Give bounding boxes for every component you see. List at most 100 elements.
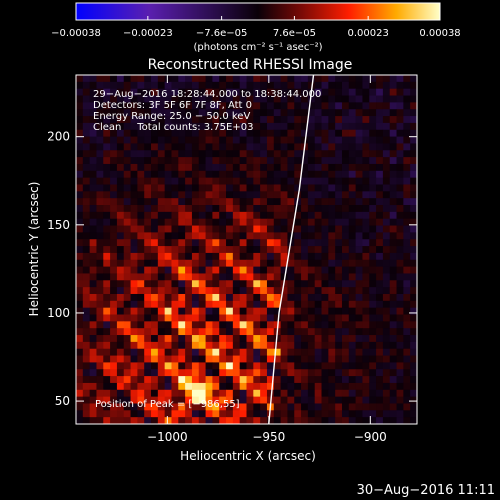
heatmap-cell <box>280 259 288 267</box>
heatmap-cell <box>321 239 329 247</box>
heatmap-cell <box>335 314 343 322</box>
heatmap-cell <box>321 280 329 288</box>
heatmap-cell <box>266 102 275 110</box>
heatmap-cell <box>226 293 234 302</box>
heatmap-cell <box>144 355 152 363</box>
heatmap-cell <box>382 307 391 315</box>
heatmap-cell <box>287 300 295 309</box>
heatmap-cell <box>341 362 350 370</box>
heatmap-cell <box>341 75 350 83</box>
heatmap-cell <box>362 75 370 83</box>
heatmap-cell <box>273 81 281 90</box>
heatmap-cell <box>376 246 384 254</box>
heatmap-cell <box>205 157 213 165</box>
heatmap-cell <box>157 355 166 363</box>
heatmap-cell <box>89 170 97 179</box>
heatmap-cell <box>260 88 268 96</box>
heatmap-cell <box>82 328 91 336</box>
heatmap-cell <box>369 293 377 302</box>
heatmap-cell <box>219 328 227 336</box>
heatmap-cell <box>185 417 193 424</box>
heatmap-cell <box>348 109 357 117</box>
heatmap-cell <box>253 252 261 261</box>
heatmap-cell <box>246 122 254 131</box>
heatmap-cell <box>116 136 125 144</box>
heatmap-cell <box>362 328 370 336</box>
heatmap-cell <box>232 198 241 206</box>
heatmap-cell <box>178 293 186 302</box>
heatmap-cell <box>171 95 179 103</box>
heatmap-cell <box>226 143 234 151</box>
heatmap-cell <box>301 252 309 261</box>
heatmap-cell <box>389 75 397 83</box>
heatmap-cell <box>191 307 200 315</box>
heatmap-cell <box>369 382 377 391</box>
heatmap-cell <box>137 218 145 226</box>
heatmap-cell <box>198 81 206 90</box>
heatmap-cell <box>369 328 377 336</box>
heatmap-cell <box>185 81 193 90</box>
heatmap-cell <box>362 109 370 117</box>
heatmap-cell <box>260 191 268 199</box>
heatmap-cell <box>328 266 336 274</box>
heatmap-cell <box>287 314 295 322</box>
heatmap-cell <box>389 321 397 329</box>
heatmap-cell <box>301 225 309 233</box>
heatmap-cell <box>198 300 206 309</box>
heatmap-cell <box>144 382 152 391</box>
heatmap-cell <box>389 218 397 226</box>
heatmap-cell <box>403 81 411 90</box>
heatmap-cell <box>348 246 357 254</box>
heatmap-cell <box>341 369 350 377</box>
heatmap-cell <box>376 293 384 302</box>
heatmap-cell <box>110 382 118 391</box>
heatmap-cell <box>389 287 397 295</box>
heatmap-cell <box>96 205 104 213</box>
heatmap-cell <box>239 143 247 151</box>
heatmap-cell <box>389 129 397 137</box>
heatmap-cell <box>96 376 104 384</box>
heatmap-cell <box>362 163 370 172</box>
heatmap-cell <box>273 150 281 158</box>
heatmap-cell <box>232 143 241 151</box>
heatmap-cell <box>137 150 145 158</box>
heatmap-cell <box>198 177 206 185</box>
heatmap-cell <box>403 143 411 151</box>
heatmap-cell <box>335 232 343 240</box>
heatmap-cell <box>157 328 166 336</box>
heatmap-cell <box>246 328 254 336</box>
heatmap-cell <box>185 136 193 144</box>
heatmap-cell <box>178 150 186 158</box>
heatmap-cell <box>116 150 125 158</box>
heatmap-cell <box>382 191 391 199</box>
heatmap-cell <box>191 239 200 247</box>
heatmap-cell <box>369 287 377 295</box>
heatmap-cell <box>260 163 268 172</box>
heatmap-cell <box>341 300 350 309</box>
heatmap-cell <box>130 163 138 172</box>
heatmap-cell <box>137 259 145 267</box>
heatmap-cell <box>246 321 254 329</box>
heatmap-cell <box>382 266 391 274</box>
heatmap-cell <box>307 287 316 295</box>
heatmap-cell <box>362 307 370 315</box>
heatmap-cell <box>369 348 377 356</box>
heatmap-cell <box>403 293 411 302</box>
heatmap-cell <box>396 252 404 261</box>
heatmap-cell <box>226 88 234 96</box>
heatmap-cell <box>191 170 200 179</box>
heatmap-cell <box>96 81 104 90</box>
heatmap-cell <box>89 287 97 295</box>
heatmap-cell <box>96 259 104 267</box>
heatmap-cell <box>178 266 186 274</box>
heatmap-cell <box>110 177 118 185</box>
heatmap-cell <box>396 163 404 172</box>
heatmap-cell <box>314 293 322 302</box>
heatmap-cell <box>96 314 104 322</box>
heatmap-cell <box>103 293 111 302</box>
heatmap-cell <box>355 355 363 363</box>
heatmap-cell <box>369 369 377 377</box>
heatmap-cell <box>178 403 186 411</box>
heatmap-cell <box>96 403 104 411</box>
heatmap-cell <box>382 109 391 117</box>
